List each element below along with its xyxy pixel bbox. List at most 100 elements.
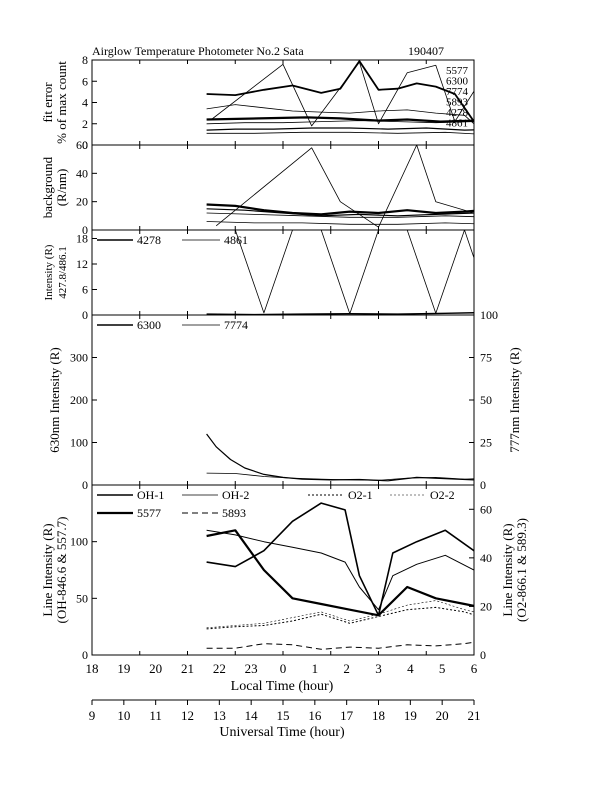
- y-tick-label: 6: [82, 283, 88, 297]
- series-line-5893: [206, 641, 474, 650]
- y-axis-label: fit error: [40, 82, 55, 123]
- y-tick-label: 40: [76, 166, 88, 180]
- y-tick-label: 0: [82, 138, 88, 152]
- x-tick-label: 0: [280, 661, 287, 676]
- y-axis-label: background: [40, 156, 55, 218]
- series-group: [206, 230, 474, 315]
- series-group: [206, 433, 474, 482]
- series-group: [206, 60, 474, 135]
- series-label-5893: 5893: [446, 97, 469, 109]
- y-tick-label: 4: [82, 96, 88, 110]
- panel-1: 0 2 4 6 8 fit error% of max count 557763007774…: [40, 53, 475, 152]
- series-line-trace-7: [211, 61, 474, 127]
- y-tick-label: 0: [82, 648, 88, 662]
- x-tick-label: 21: [181, 661, 194, 676]
- y-axis-label: Line Intensity (R): [40, 523, 55, 616]
- series-line-OH-2: [206, 529, 474, 611]
- legend-label: O2-1: [348, 488, 373, 502]
- x-tick-label: 23: [245, 661, 258, 676]
- chart-title: Airglow Temperature Photometer No.2 Sata: [92, 44, 304, 58]
- right-y-tick-label: 0: [480, 478, 486, 492]
- y-tick-label: 8: [82, 53, 88, 67]
- series-line-trace-1: [206, 203, 474, 216]
- x-tick-label: 4: [407, 661, 414, 676]
- panel-3: 0 6 12 18 Intensity (R) 427.8/486.1 4278 4861: [43, 229, 475, 322]
- series-label-4278: 4278: [446, 107, 469, 119]
- legend-label: O2-2: [430, 488, 455, 502]
- secondary-x-tick-label: 14: [245, 708, 259, 723]
- y-tick-label: 2: [82, 117, 88, 131]
- right-y-tick-label: 50: [480, 393, 492, 407]
- secondary-x-tick-label: 19: [404, 708, 417, 723]
- x-tick-label: 20: [149, 661, 162, 676]
- series-label-5577: 5577: [446, 65, 469, 77]
- series-line-trace-4: [206, 221, 474, 225]
- series-line-O2-1: [206, 606, 474, 630]
- legend-label: 5893: [222, 506, 246, 520]
- panel-frame: [91, 314, 475, 486]
- series-line-4278: [206, 127, 474, 131]
- secondary-x-axis-label: Universal Time (hour): [219, 725, 345, 740]
- chart-date-code: 190407: [408, 44, 444, 58]
- series-line-trace-3: [206, 212, 474, 218]
- legend-label: 4278: [137, 233, 161, 247]
- y-axis-label: Intensity (R): [43, 244, 55, 300]
- panel-2: 0 20 40 60 background (R/nm): [40, 138, 475, 237]
- y-tick-label: 50: [76, 591, 88, 605]
- series-label-6300: 6300: [446, 76, 469, 88]
- series-group: [206, 145, 474, 228]
- secondary-x-tick-label: 18: [372, 708, 385, 723]
- secondary-x-tick-label: 20: [436, 708, 449, 723]
- legend-label: OH-1: [137, 488, 164, 502]
- x-tick-label: 19: [117, 661, 130, 676]
- y-axis-label: (R/nm): [54, 169, 69, 207]
- panel-4: 0 100 200 300 630nm Intensity (R) 0 25 50 75 100 7…: [47, 308, 522, 492]
- series-line-4278: [206, 312, 474, 315]
- series-label-4861: 4861: [446, 118, 468, 130]
- right-y-tick-label: 25: [480, 436, 492, 450]
- x-tick-label: 5: [439, 661, 446, 676]
- legend-label: 6300: [137, 318, 161, 332]
- time-axes-layer: 18 19 20 21 22 23 0 1 2 3 4 5 69 10 11 12 13 14 15 16 17 18 19…: [86, 661, 481, 723]
- series-label-7774: 7774: [446, 86, 469, 98]
- right-y-tick-label: 20: [480, 599, 492, 613]
- x-tick-label: 2: [343, 661, 350, 676]
- y-tick-label: 200: [70, 393, 88, 407]
- panel-frame: [91, 144, 475, 231]
- right-y-tick-label: 0: [480, 648, 486, 662]
- secondary-x-tick-label: 13: [213, 708, 226, 723]
- legend-label: 4861: [224, 233, 248, 247]
- series-line-6300: [206, 433, 474, 482]
- secondary-x-tick-label: 15: [277, 708, 290, 723]
- x-tick-label: 3: [375, 661, 382, 676]
- y-axis-label: 427.8/486.1: [57, 246, 69, 299]
- right-y-tick-label: 40: [480, 551, 492, 565]
- series-line-7774: [206, 472, 474, 481]
- y-tick-label: 0: [82, 478, 88, 492]
- y-tick-label: 100: [70, 436, 88, 450]
- y-tick-label: 60: [76, 138, 88, 152]
- y-tick-label: 18: [76, 232, 88, 246]
- y-tick-label: 100: [70, 535, 88, 549]
- right-y-tick-label: 60: [480, 502, 492, 516]
- series-line-O2-2: [206, 600, 474, 629]
- legend-label: 7774: [224, 318, 248, 332]
- series-group: [206, 502, 474, 650]
- secondary-x-tick-label: 11: [149, 708, 162, 723]
- secondary-x-tick-label: 21: [468, 708, 481, 723]
- series-line-5577: [206, 529, 474, 617]
- series-line-OH-1: [206, 502, 474, 617]
- y-tick-label: 12: [76, 257, 88, 271]
- right-y-axis-label: (O2-866.1 & 589.3): [514, 518, 529, 622]
- right-y-tick-label: 75: [480, 351, 492, 365]
- series-line-5893: [206, 120, 474, 125]
- series-line-5577: [206, 60, 474, 123]
- y-axis-label: % of max count: [54, 61, 69, 144]
- secondary-x-tick-label: 17: [340, 708, 354, 723]
- series-line-7774: [206, 116, 474, 123]
- x-tick-label: 1: [312, 661, 319, 676]
- panel-frame: [91, 59, 475, 146]
